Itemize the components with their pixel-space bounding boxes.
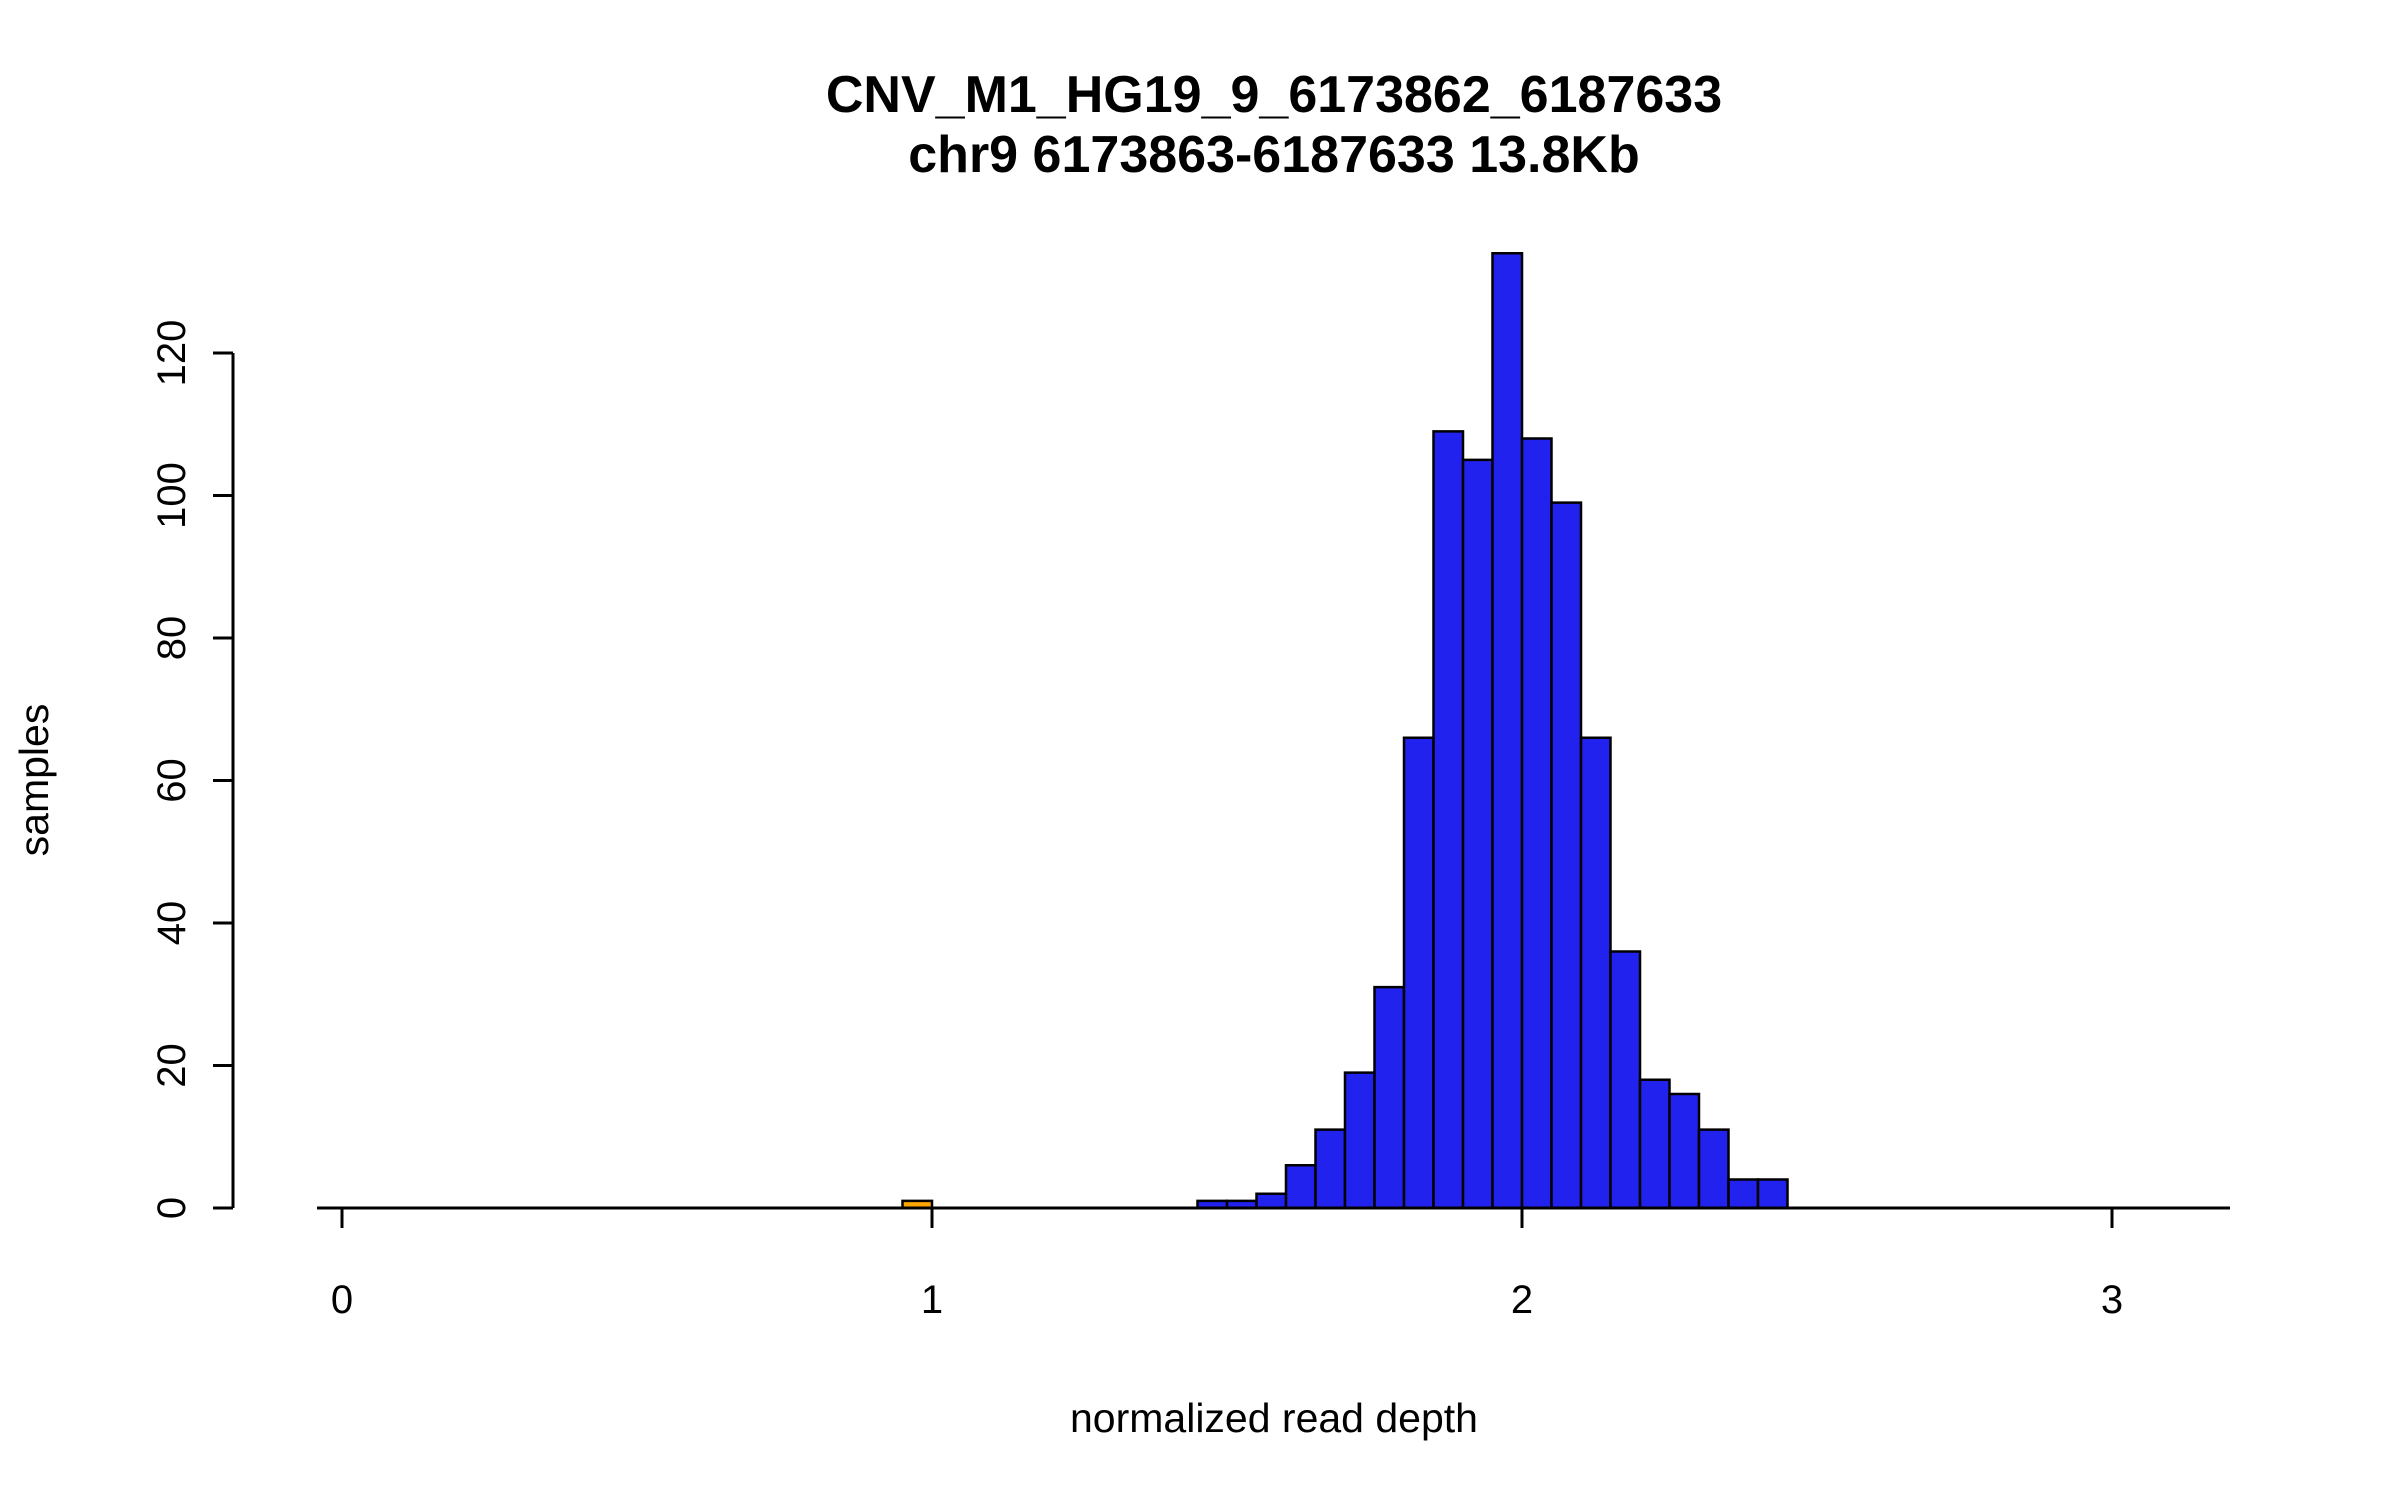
histogram-bar: [1727, 1178, 1760, 1210]
y-tick-label: 80: [150, 616, 194, 661]
y-tick-label: 40: [150, 901, 194, 946]
histogram-bar: [1255, 1192, 1288, 1210]
y-tick-label: 60: [150, 758, 194, 803]
y-tick-label: 20: [150, 1043, 194, 1088]
histogram-bar: [1520, 437, 1553, 1210]
y-tick-label: 120: [150, 320, 194, 387]
histogram-bar: [1343, 1071, 1376, 1210]
histogram-bar: [1402, 736, 1435, 1210]
y-tick-label: 100: [150, 462, 194, 529]
x-axis-label: normalized read depth: [1070, 1395, 1478, 1441]
chart-subtitle: chr9 6173863-6187633 13.8Kb: [908, 126, 1639, 184]
histogram-bar: [1284, 1164, 1317, 1210]
histogram-bar: [1638, 1078, 1671, 1210]
histogram-bar: [1432, 430, 1465, 1210]
x-tick-label: 2: [1511, 1278, 1533, 1322]
histogram-bar: [1461, 458, 1494, 1210]
y-tick-label: 0: [150, 1197, 194, 1219]
histogram-bars: [901, 252, 1789, 1210]
histogram-bar: [1550, 501, 1583, 1210]
histogram-bar: [1579, 736, 1612, 1210]
axes: 0 1 2 3 0 20 40 60 80 100 120: [150, 320, 2230, 1322]
x-tick-label: 0: [331, 1278, 353, 1322]
histogram-bar: [1373, 985, 1406, 1210]
histogram-bar: [1314, 1128, 1347, 1210]
histogram-bar: [1668, 1092, 1701, 1210]
histogram-bar: [1609, 950, 1642, 1210]
histogram-bar: [1697, 1128, 1730, 1210]
histogram-bar: [1491, 252, 1524, 1210]
chart-title: CNV_M1_HG19_9_6173862_6187633: [826, 66, 1722, 124]
x-tick-label: 1: [921, 1278, 943, 1322]
histogram-bar: [1756, 1178, 1789, 1210]
y-axis-label: samples: [11, 704, 57, 857]
x-tick-label: 3: [2101, 1278, 2123, 1322]
